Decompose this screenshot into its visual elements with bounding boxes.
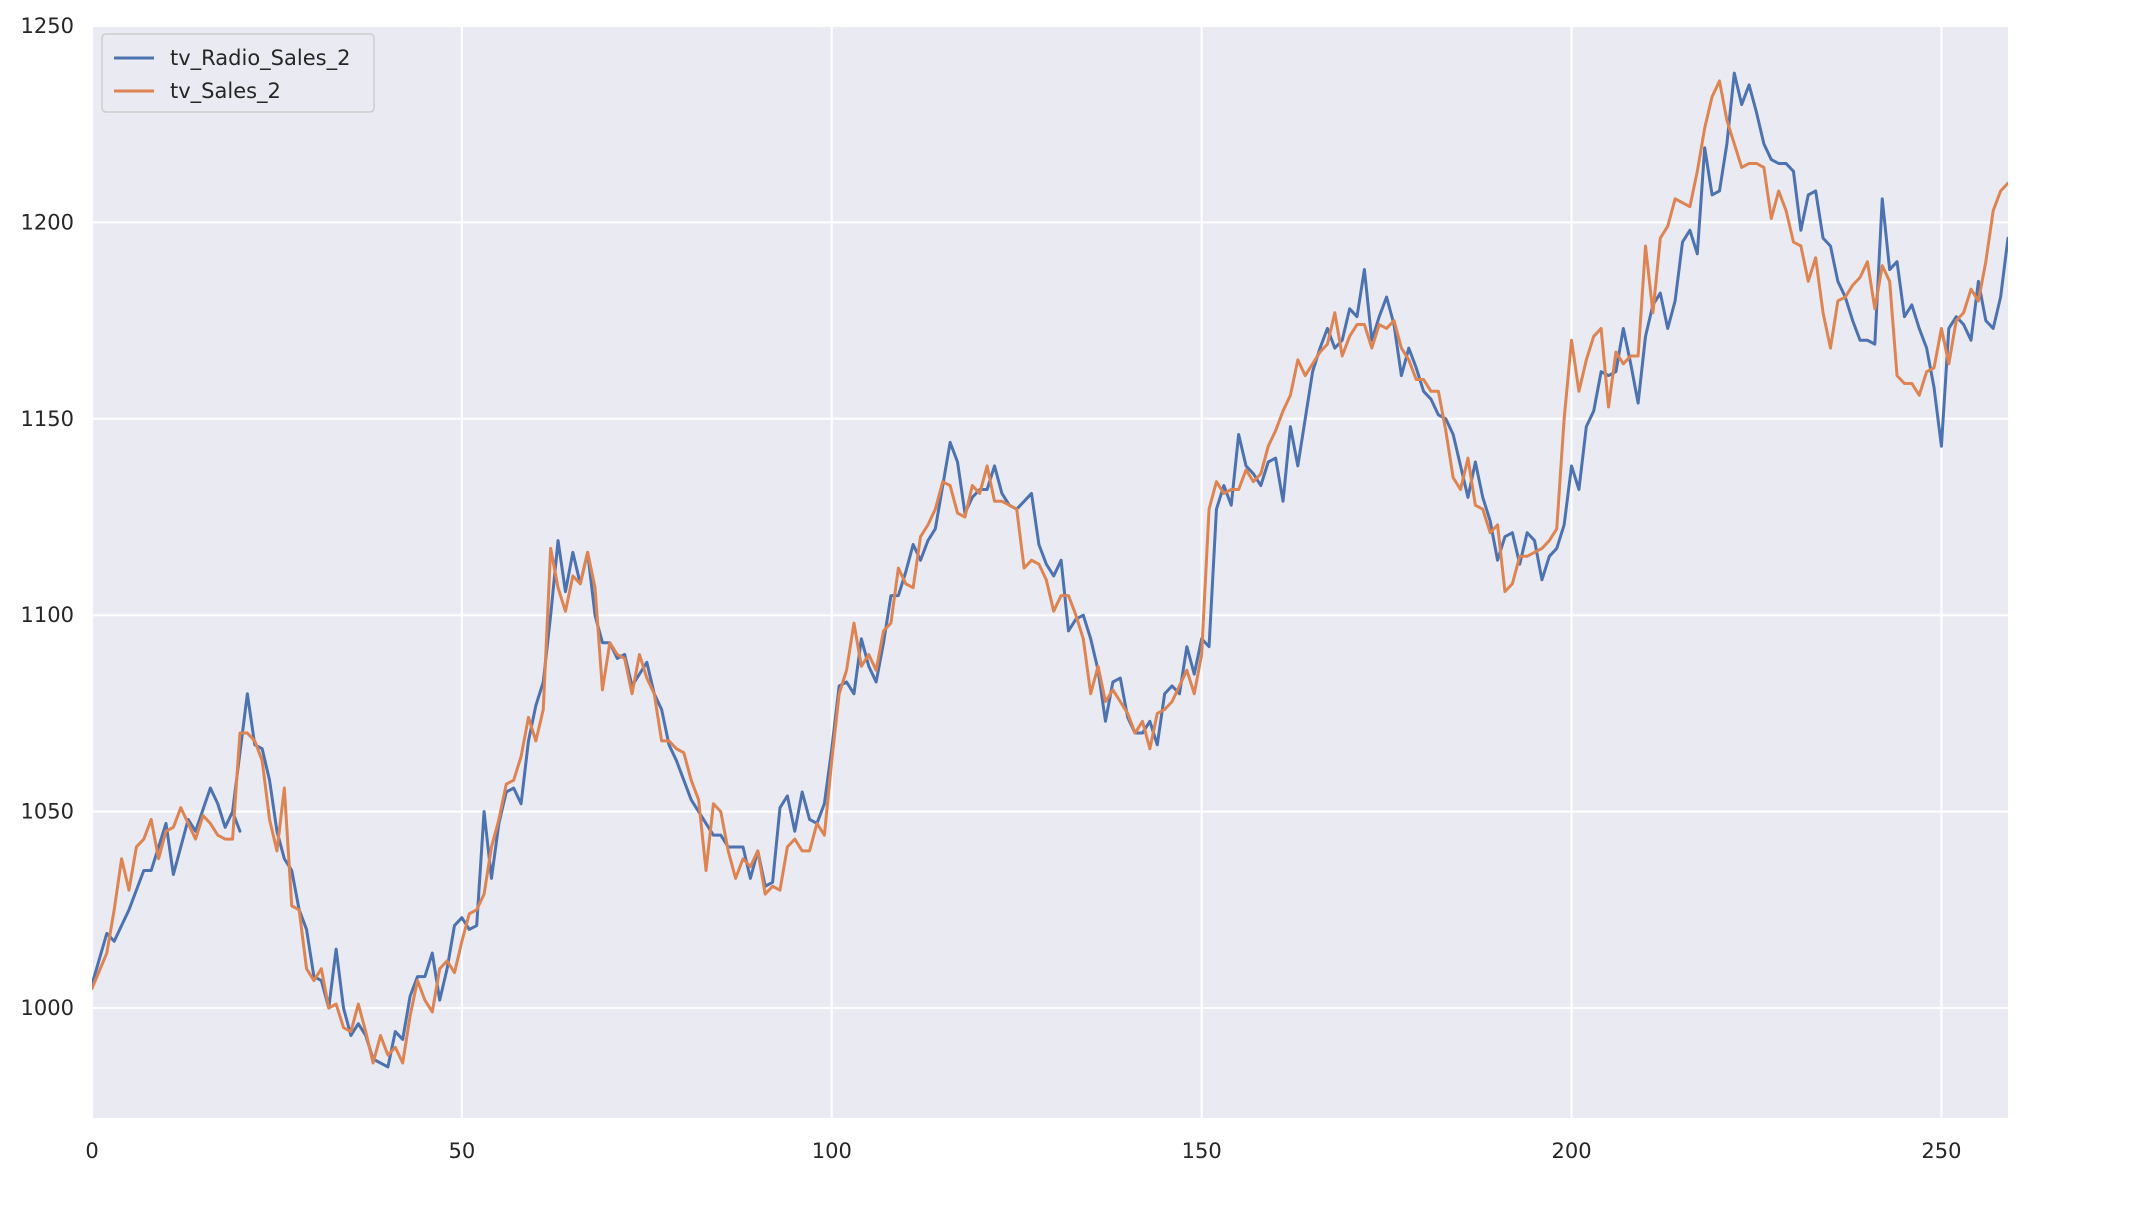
y-tick-label: 1100: [21, 603, 74, 627]
series-line-tv_Radio_Sales_2: [92, 71, 2008, 1069]
legend-label: tv_Sales_2: [170, 79, 281, 104]
x-tick-label: 200: [1551, 1139, 1591, 1163]
y-tick-label: 1050: [21, 800, 74, 824]
y-tick-label: 1250: [21, 14, 74, 38]
y-tick-label: 1200: [21, 210, 74, 234]
x-tick-label: 150: [1182, 1139, 1222, 1163]
x-tick-label: 100: [812, 1139, 852, 1163]
legend-box: [101, 33, 375, 113]
x-tick-label: 250: [1921, 1139, 1961, 1163]
x-tick-label: 50: [449, 1139, 476, 1163]
series-line-tv_Sales_2: [92, 79, 2008, 1065]
series-lines: [92, 71, 2008, 1069]
x-tick-label: 0: [85, 1139, 98, 1163]
legend: tv_Radio_Sales_2 tv_Sales_2: [101, 33, 375, 113]
grid-lines: [91, 25, 2008, 1118]
tick-labels: 1000 1050 1100 1150 1200 1250 0 50 100 150 200 250: [21, 14, 1962, 1163]
y-tick-label: 1150: [21, 407, 74, 431]
legend-label: tv_Radio_Sales_2: [170, 46, 350, 71]
y-tick-label: 1000: [21, 996, 74, 1020]
